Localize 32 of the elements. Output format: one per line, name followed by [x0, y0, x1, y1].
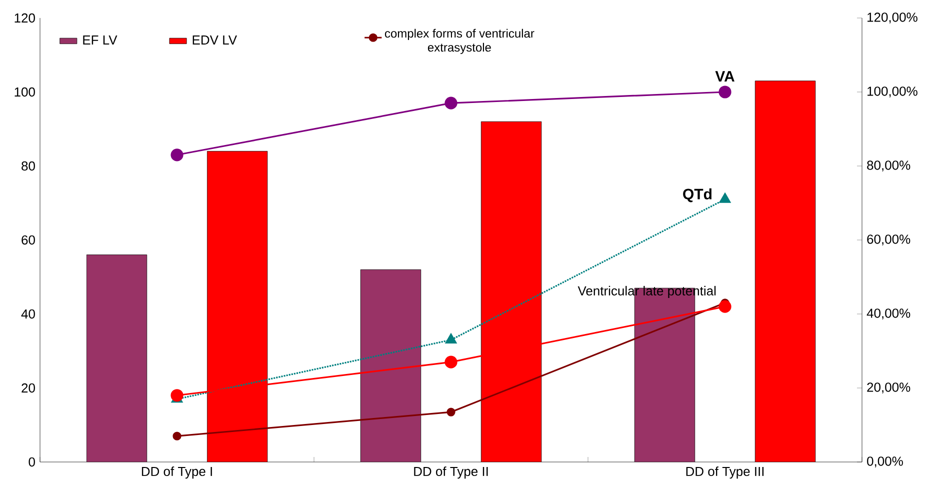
y-tick-label: 20 [22, 383, 35, 393]
point [444, 96, 458, 110]
y2-tick-label: 60,00% [867, 234, 910, 246]
x-tick-label: DD of Type III [686, 466, 764, 479]
point [170, 148, 184, 162]
x-tick-label: DD of Type I [142, 466, 212, 479]
y2-tick-label: 120,00% [868, 12, 918, 24]
y-tick-label: 80 [22, 161, 35, 171]
y-tick-label: 120 [14, 13, 35, 23]
series-label: QTd [683, 188, 712, 202]
y-tick-label: 100 [14, 87, 35, 97]
point [718, 86, 732, 98]
y-tick-label: 40 [21, 309, 35, 319]
y2-tick-label: 20,00% [867, 382, 910, 394]
y2-tick-label: 40,00% [866, 308, 910, 320]
point [718, 300, 732, 313]
point [446, 408, 456, 416]
legend-label: EF LV [83, 36, 118, 44]
legend-label: EDV LV [192, 36, 237, 44]
series-label: VA [715, 71, 734, 82]
x-tick-label: DD of Type II [414, 466, 488, 479]
y2-tick-label: 100,00% [868, 86, 918, 98]
point [445, 334, 457, 344]
point [719, 192, 731, 203]
legend-label: complex forms of ventricular extrasystole [384, 28, 534, 54]
point [444, 356, 458, 368]
y2-tick-label: 0,00% [867, 456, 903, 468]
y-tick-label: 60 [22, 235, 35, 245]
y-tick-label: 0 [28, 457, 35, 467]
point [170, 389, 184, 402]
y2-tick-label: 80,00% [867, 160, 910, 172]
point [172, 432, 182, 440]
